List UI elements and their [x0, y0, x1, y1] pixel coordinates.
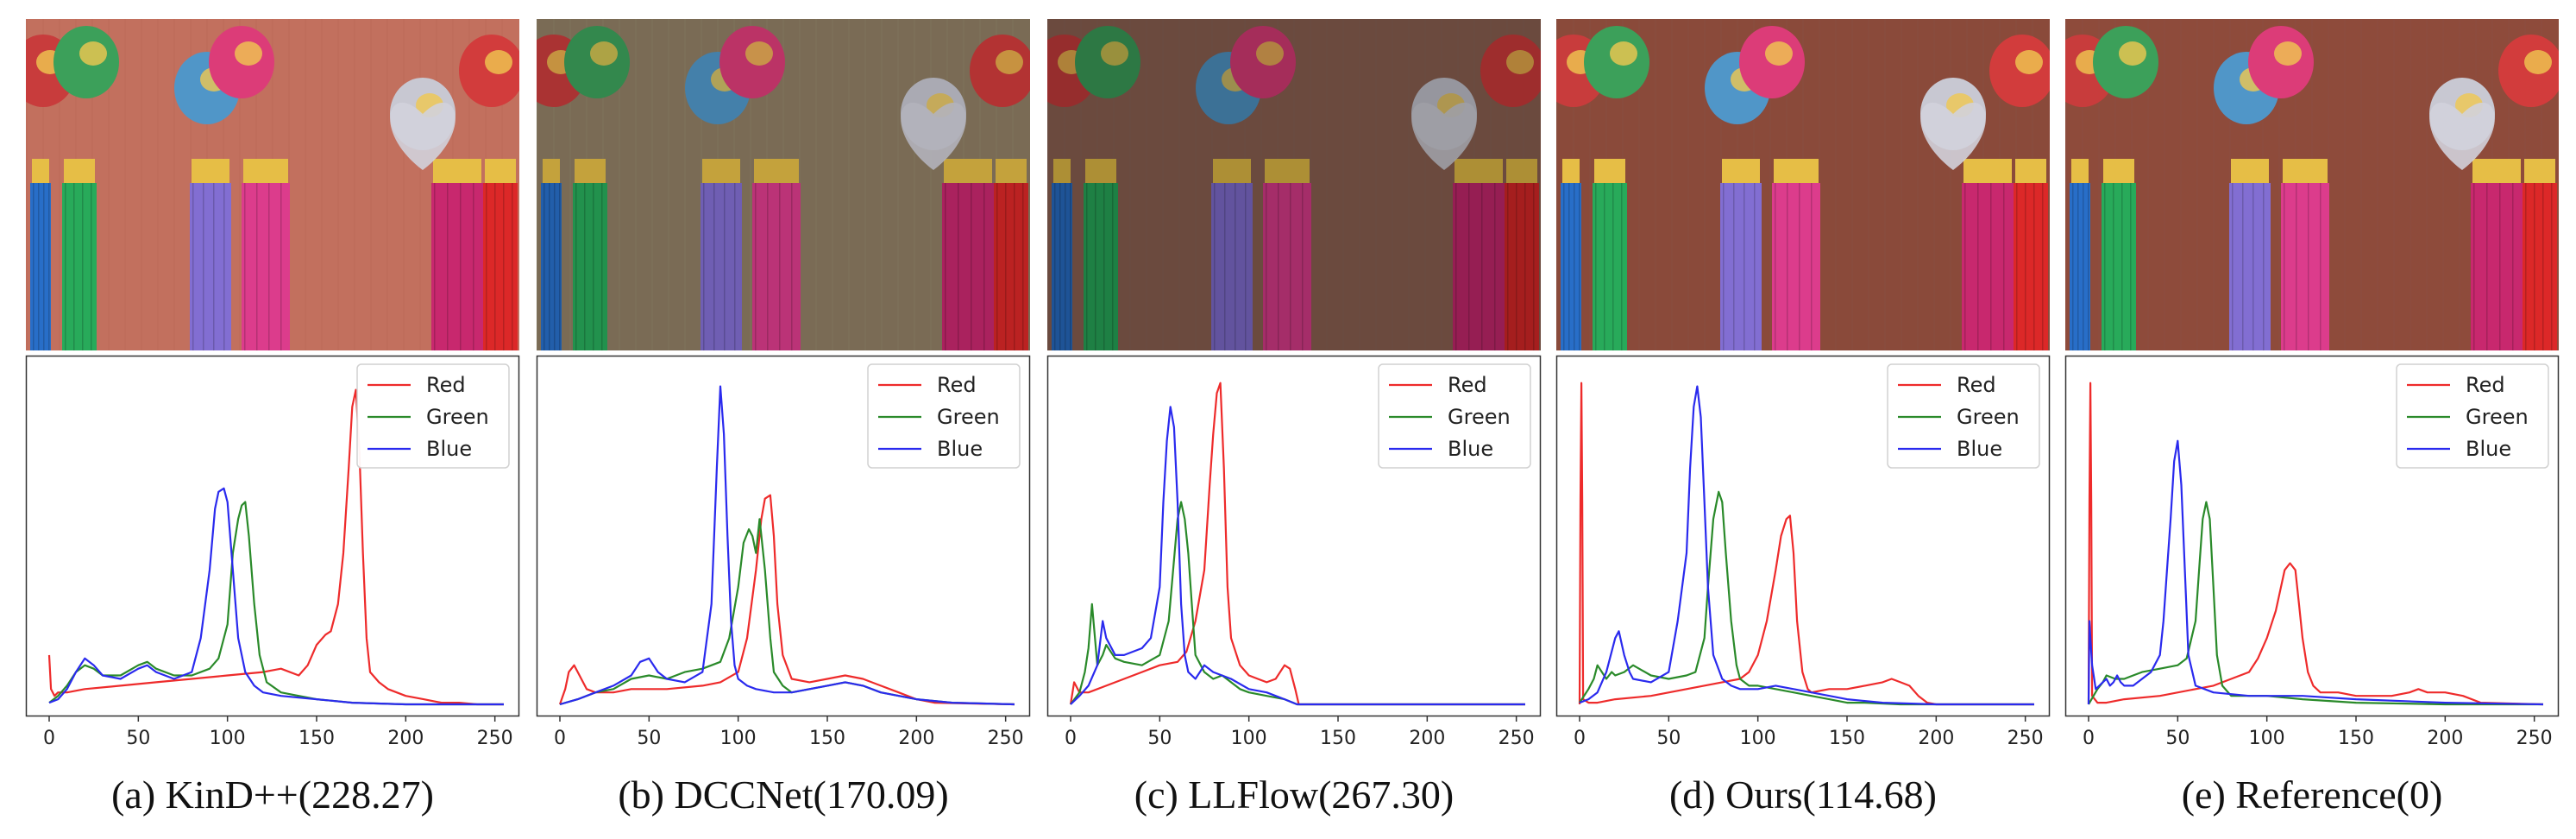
x-tick-label: 50 — [126, 728, 150, 749]
x-tick-label: 200 — [387, 728, 424, 749]
x-tick-label: 100 — [2249, 728, 2285, 749]
series-line-green — [1579, 490, 2034, 706]
histogram-svg: 0 50 100 150 200 250 Red Green Blue — [1046, 355, 1542, 749]
x-tick-label: 250 — [1498, 728, 1535, 749]
legend-label-blue: Blue — [937, 437, 983, 461]
legend-label-blue: Blue — [1448, 437, 1493, 461]
series-line-blue — [1070, 406, 1525, 706]
legend — [867, 363, 1021, 469]
x-tick-label: 250 — [988, 728, 1024, 749]
tassel-photo — [1047, 19, 1541, 350]
tassel-photo — [537, 19, 1030, 350]
x-tick-label: 250 — [2516, 728, 2553, 749]
series-line-blue — [2087, 439, 2544, 706]
legend — [1378, 363, 1531, 469]
legend-label-green: Green — [426, 405, 489, 429]
x-tick-label: 0 — [2083, 728, 2095, 749]
legend-label-red: Red — [426, 373, 466, 397]
panel-2: 0 50 100 150 200 250 Red Green Blue (b) DCCNet(17… — [536, 0, 1040, 839]
histogram-plot: 0 50 100 150 200 250 Red Green Blue — [2064, 355, 2569, 761]
x-tick-label: 100 — [1231, 728, 1267, 749]
histogram-plot: 0 50 100 150 200 250 Red Green Blue — [1046, 355, 1551, 761]
series-line-blue — [1579, 385, 2034, 706]
x-tick-label: 0 — [554, 728, 566, 749]
legend-label-green: Green — [1957, 405, 2020, 429]
legend-label-red: Red — [2466, 373, 2505, 397]
histogram-svg: 0 50 100 150 200 250 Red Green Blue — [1555, 355, 2051, 749]
legend-label-blue: Blue — [1957, 437, 2002, 461]
x-tick-label: 250 — [2007, 728, 2044, 749]
x-tick-label: 50 — [2165, 728, 2190, 749]
x-tick-label: 150 — [809, 728, 845, 749]
series-line-blue — [48, 487, 504, 706]
x-tick-label: 200 — [1409, 728, 1445, 749]
legend-label-green: Green — [937, 405, 1000, 429]
legend — [356, 363, 510, 469]
legend — [1887, 363, 2040, 469]
series-line-blue — [559, 385, 1015, 706]
x-tick-label: 0 — [43, 728, 55, 749]
legend-label-blue: Blue — [2466, 437, 2511, 461]
x-tick-label: 200 — [1918, 728, 1954, 749]
series-line-red — [2087, 382, 2544, 706]
x-tick-label: 200 — [898, 728, 934, 749]
x-tick-label: 150 — [2338, 728, 2374, 749]
series-line-green — [48, 501, 504, 706]
x-tick-label: 250 — [477, 728, 513, 749]
tassel-photo — [26, 19, 519, 350]
panel-3: 0 50 100 150 200 250 Red Green Blue (c) LLFlow(26… — [1046, 0, 1551, 839]
histogram-plot: 0 50 100 150 200 250 Red Green Blue — [1555, 355, 2060, 761]
histogram-plot: 0 50 100 150 200 250 Red Green Blue — [536, 355, 1040, 761]
series-line-red — [47, 388, 504, 706]
legend-label-blue: Blue — [426, 437, 472, 461]
x-tick-label: 50 — [1147, 728, 1172, 749]
x-tick-label: 0 — [1574, 728, 1586, 749]
tassel-photo — [2065, 19, 2559, 350]
panel-1: 0 50 100 150 200 250 Red Green Blue (a) KinD++(22… — [25, 0, 530, 839]
histogram-plot: 0 50 100 150 200 250 Red Green Blue — [25, 355, 530, 761]
legend-label-red: Red — [1957, 373, 1996, 397]
histogram-svg: 0 50 100 150 200 250 Red Green Blue — [25, 355, 520, 749]
legend-label-red: Red — [937, 373, 977, 397]
x-tick-label: 150 — [1320, 728, 1356, 749]
panel-caption: (e) Reference(0) — [2181, 773, 2443, 817]
series-line-red — [558, 494, 1015, 706]
x-tick-label: 150 — [1829, 728, 1865, 749]
series-line-red — [1069, 382, 1525, 706]
tassel-photo — [1556, 19, 2050, 350]
legend-label-red: Red — [1448, 373, 1487, 397]
x-tick-label: 200 — [2427, 728, 2463, 749]
panel-caption: (c) LLFlow(267.30) — [1134, 773, 1454, 817]
histogram-svg: 0 50 100 150 200 250 Red Green Blue — [536, 355, 1031, 749]
legend-label-green: Green — [2466, 405, 2529, 429]
panel-4: 0 50 100 150 200 250 Red Green Blue (d) Ours(114.… — [1555, 0, 2060, 839]
x-tick-label: 0 — [1065, 728, 1077, 749]
histogram-svg: 0 50 100 150 200 250 Red Green Blue — [2064, 355, 2560, 749]
x-tick-label: 150 — [298, 728, 335, 749]
legend-label-green: Green — [1448, 405, 1511, 429]
legend — [2396, 363, 2549, 469]
x-tick-label: 100 — [1740, 728, 1776, 749]
series-line-red — [1578, 382, 2034, 706]
panel-caption: (d) Ours(114.68) — [1668, 773, 1937, 817]
panel-caption: (a) KinD++(228.27) — [111, 773, 434, 817]
series-line-green — [1070, 501, 1525, 706]
x-tick-label: 100 — [720, 728, 757, 749]
panel-caption: (b) DCCNet(170.09) — [618, 773, 949, 817]
x-tick-label: 50 — [1656, 728, 1681, 749]
x-tick-label: 50 — [637, 728, 661, 749]
x-tick-label: 100 — [210, 728, 246, 749]
panel-5: 0 50 100 150 200 250 Red Green Blue (e) Reference… — [2064, 0, 2569, 839]
